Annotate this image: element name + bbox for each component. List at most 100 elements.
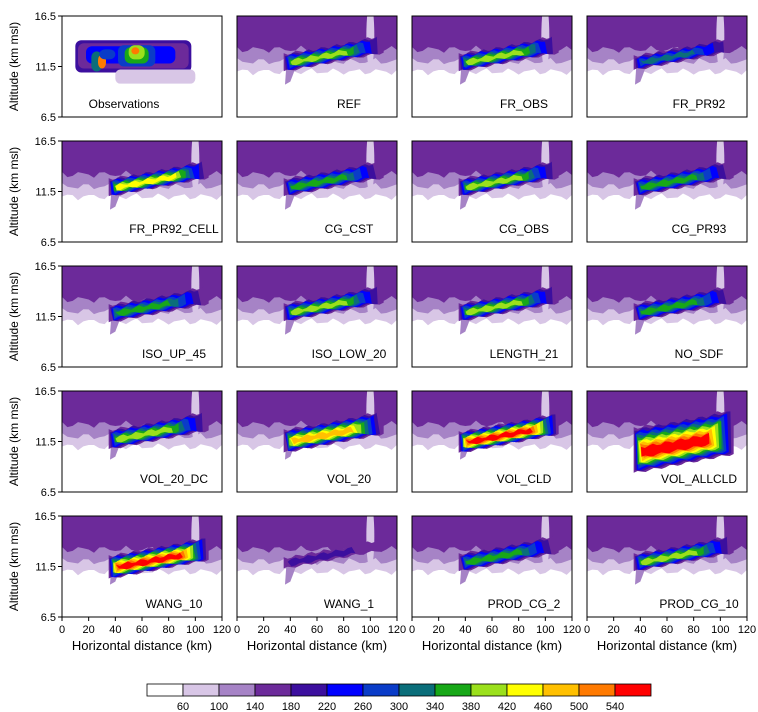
panel-label: PROD_CG_10	[659, 597, 739, 611]
panel-frame	[586, 265, 748, 368]
y-tick-label: 6.5	[41, 362, 56, 374]
colorbar: 60 100 140 180 220 260 300 340 380 420 460 500 540	[146, 683, 652, 712]
band-contour	[290, 49, 348, 66]
x-tick-label: 60	[136, 624, 148, 636]
panel-label: PROD_CG_2	[488, 597, 561, 611]
x-tick-label: 0	[59, 624, 65, 636]
colorbar-tick-label: 140	[246, 701, 264, 712]
x-axis-label: Horizontal distance (km)	[247, 638, 387, 653]
x-tick-label: 120	[563, 624, 581, 636]
band-contour	[640, 433, 710, 457]
tail	[460, 565, 471, 585]
panel-label: FR_PR92	[673, 97, 726, 111]
band-contour	[465, 49, 525, 66]
panel-label: CG_PR93	[672, 222, 727, 236]
x-tick-label: 120	[388, 624, 406, 636]
y-tick-label: 11.5	[35, 562, 56, 574]
panel: VOL_ALLCLD	[586, 390, 748, 493]
colorbar-swatch	[326, 683, 364, 697]
band-contour	[290, 299, 348, 316]
panel-field	[587, 391, 747, 492]
colorbar-swatch	[614, 683, 652, 697]
y-axis-label: Altitude (km msl)	[7, 147, 21, 236]
x-tick-label: 20	[433, 624, 445, 636]
y-tick-label: 11.5	[35, 62, 56, 74]
panel-field	[412, 391, 572, 492]
panel-grid: Observations 16.5 11.5 6.5 Altitude (km msl)…	[7, 11, 756, 653]
panel-field	[62, 16, 222, 117]
panel-label: CG_CST	[325, 222, 374, 236]
panel-field	[587, 516, 747, 617]
colorbar-swatch	[290, 683, 328, 697]
x-tick-label: 20	[608, 624, 620, 636]
panel: FR_PR92_CELL 16.5 11.5 6.5 Altitude (km msl)	[7, 136, 223, 249]
tail	[460, 315, 471, 335]
colorbar-tick-label: 60	[177, 701, 189, 712]
tail	[635, 65, 646, 85]
band-contour	[640, 174, 698, 190]
panel-label: VOL_ALLCLD	[661, 472, 737, 486]
x-axis-label: Horizontal distance (km)	[72, 638, 212, 653]
panel-field	[62, 516, 222, 617]
colorbar-swatch	[362, 683, 400, 697]
plume	[541, 516, 550, 570]
x-tick-label: 80	[338, 624, 350, 636]
y-tick-label: 11.5	[35, 187, 56, 199]
background-layer	[412, 391, 572, 428]
tail	[460, 190, 471, 210]
panel-label: REF	[337, 97, 361, 111]
panel-field	[412, 266, 572, 367]
plume	[541, 266, 550, 320]
y-tick-label: 16.5	[35, 386, 56, 398]
band-contour	[290, 426, 355, 445]
plume	[716, 516, 725, 570]
colorbar-tick-label: 380	[462, 701, 480, 712]
band-contour	[115, 300, 172, 316]
tail	[635, 190, 646, 210]
band-contour	[290, 174, 348, 190]
band-contour	[115, 426, 173, 443]
x-tick-label: 100	[361, 624, 379, 636]
plume	[191, 266, 200, 320]
panel-frame	[411, 140, 573, 243]
y-tick-label: 6.5	[41, 112, 56, 124]
panel: LENGTH_21	[411, 265, 573, 368]
panel-label: VOL_20_DC	[140, 472, 208, 486]
band-contour	[115, 172, 177, 191]
obs-contour	[99, 49, 116, 60]
panel-frame	[236, 15, 398, 118]
plume	[541, 141, 550, 195]
panel-frame	[586, 390, 748, 493]
band-contour	[287, 547, 356, 567]
colorbar-tick-label: 500	[570, 701, 588, 712]
plume	[716, 141, 725, 195]
x-tick-label: 60	[661, 624, 673, 636]
panel: CG_PR93	[586, 140, 748, 243]
plume	[191, 141, 200, 195]
x-tick-label: 100	[711, 624, 729, 636]
plume	[541, 16, 550, 70]
plume	[366, 16, 375, 70]
plume	[716, 266, 725, 320]
y-axis-label: Altitude (km msl)	[7, 397, 21, 486]
x-tick-label: 60	[486, 624, 498, 636]
x-tick-label: 0	[409, 624, 415, 636]
background-layer	[237, 516, 397, 553]
x-axis-label: Horizontal distance (km)	[422, 638, 562, 653]
x-tick-label: 100	[536, 624, 554, 636]
panel-frame	[411, 15, 573, 118]
panel: ISO_LOW_20	[236, 265, 398, 368]
x-tick-label: 80	[513, 624, 525, 636]
panel: VOL_20	[236, 390, 398, 493]
panel-field	[62, 391, 222, 492]
panel-field	[412, 516, 572, 617]
panel-field	[237, 391, 397, 492]
panel: CG_OBS	[411, 140, 573, 243]
panel-label: VOL_CLD	[497, 472, 552, 486]
y-tick-label: 6.5	[41, 487, 56, 499]
panel-field	[587, 141, 747, 242]
colorbar-swatch	[470, 683, 508, 697]
panel-label: WANG_1	[324, 597, 375, 611]
